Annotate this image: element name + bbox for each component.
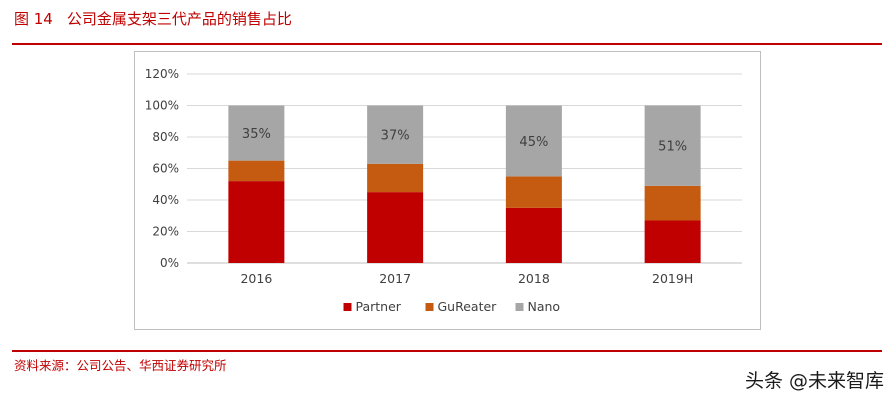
data-label: 37% xyxy=(381,129,410,144)
data-label: 35% xyxy=(242,127,271,142)
stacked-bar-chart: 0% 20% 40% 60% 80% 100% 120% 35% 2016 37% 2017 45% 2… xyxy=(145,67,742,314)
y-tick-label: 120% xyxy=(145,67,179,81)
data-label: 51% xyxy=(658,140,687,155)
watermark: 头条 @未来智库 xyxy=(744,370,884,392)
legend-label: Nano xyxy=(528,299,561,314)
x-tick-label: 2016 xyxy=(240,271,272,286)
bar-segment-nano xyxy=(367,105,424,164)
y-tick-label: 60% xyxy=(152,162,179,176)
bar-segment-partner xyxy=(367,192,424,263)
source-rule xyxy=(12,350,882,352)
legend-swatch xyxy=(425,303,434,311)
x-tick-label: 2017 xyxy=(379,271,411,286)
title-rule xyxy=(12,43,882,45)
bar-segment-gureater xyxy=(228,160,285,182)
bar-segment-nano xyxy=(644,105,701,186)
y-tick-label: 20% xyxy=(152,225,179,239)
figure-title: 图 14 公司金属支架三代产品的销售占比 xyxy=(14,8,292,29)
figure-caption: 公司金属支架三代产品的销售占比 xyxy=(66,10,292,28)
bar-segment-gureater xyxy=(505,176,562,208)
bar-segment-partner xyxy=(644,220,701,263)
bar-segment-nano xyxy=(505,105,562,177)
bar-segment-partner xyxy=(505,207,562,263)
legend-label: Partner xyxy=(356,299,402,314)
source-note: 资料来源：公司公告、华西证券研究所 xyxy=(14,358,227,373)
figure-number: 图 14 xyxy=(14,10,53,28)
x-tick-label: 2019H xyxy=(652,271,693,286)
legend-label: GuReater xyxy=(438,299,498,314)
y-tick-label: 100% xyxy=(145,99,179,113)
y-tick-label: 80% xyxy=(152,130,179,144)
x-tick-label: 2018 xyxy=(518,271,550,286)
bar-segment-gureater xyxy=(367,163,424,193)
data-label: 45% xyxy=(519,135,548,150)
chart-frame: 0% 20% 40% 60% 80% 100% 120% 35% 2016 37% 2017 45% 2… xyxy=(134,51,761,330)
y-tick-label: 0% xyxy=(160,256,179,270)
legend-swatch xyxy=(343,303,352,311)
bar-segment-gureater xyxy=(644,185,701,221)
bar-segment-nano xyxy=(228,105,285,161)
y-tick-label: 40% xyxy=(152,193,179,207)
bar-segment-partner xyxy=(228,181,285,263)
legend-swatch xyxy=(515,303,524,311)
